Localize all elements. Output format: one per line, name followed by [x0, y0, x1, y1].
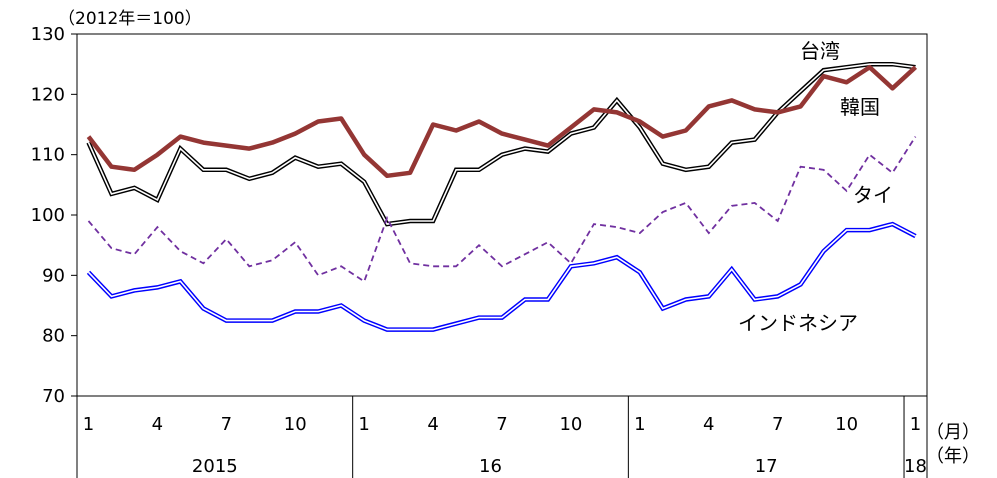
y-axis: 70 80 90 100 110 120 130: [31, 24, 77, 407]
y-tick-label: 130: [31, 24, 65, 45]
series-label-taiwan: 台湾: [800, 39, 840, 63]
y-tick-label: 80: [42, 326, 65, 347]
x-tick-label: 4: [703, 414, 714, 435]
unit-label: （2012年＝100）: [58, 9, 202, 29]
x-tick-label: 1: [83, 414, 94, 435]
y-tick-label: 110: [31, 145, 65, 166]
x-tick-label: 1: [634, 414, 645, 435]
y-tick-label: 70: [42, 386, 65, 407]
x-tick-label: 7: [496, 414, 507, 435]
y-tick-label: 120: [31, 84, 65, 105]
series-line-inner: [87, 223, 916, 331]
series-line: [86, 64, 918, 179]
year-label: 2015: [192, 456, 238, 477]
x-tick-label: 4: [427, 414, 438, 435]
series-line: [87, 136, 917, 283]
year-label: 17: [755, 456, 778, 477]
x-tick-label: 10: [559, 414, 582, 435]
series-label-korea: 韓国: [840, 95, 880, 119]
y-tick-label: 100: [31, 205, 65, 226]
series-3: [86, 221, 917, 332]
x-tick-label: 7: [772, 414, 783, 435]
x-tick-label: 4: [152, 414, 163, 435]
x-tick-label: 10: [284, 414, 307, 435]
x-tick-label: 7: [221, 414, 232, 435]
series-1: [86, 64, 918, 179]
year-label: 16: [479, 456, 502, 477]
y-tick-label: 90: [42, 265, 65, 286]
series-2: [87, 136, 917, 283]
x-axis: 1 4 7 10 1 4 7 10 1 4 7 10 1 2015 16 17 18: [76, 396, 928, 478]
series-label-indonesia: インドネシア: [738, 311, 858, 335]
x-unit-month: （月）: [926, 422, 980, 443]
plot-frame: [76, 33, 928, 397]
year-label: 18: [904, 456, 927, 477]
series-label-thailand: タイ: [853, 183, 893, 207]
x-tick-label: 10: [835, 414, 858, 435]
x-tick-label: 1: [910, 414, 921, 435]
plot-border: [76, 33, 928, 397]
x-unit-year: （年）: [926, 446, 980, 467]
x-tick-label: 1: [358, 414, 369, 435]
series-layer: [86, 61, 918, 332]
